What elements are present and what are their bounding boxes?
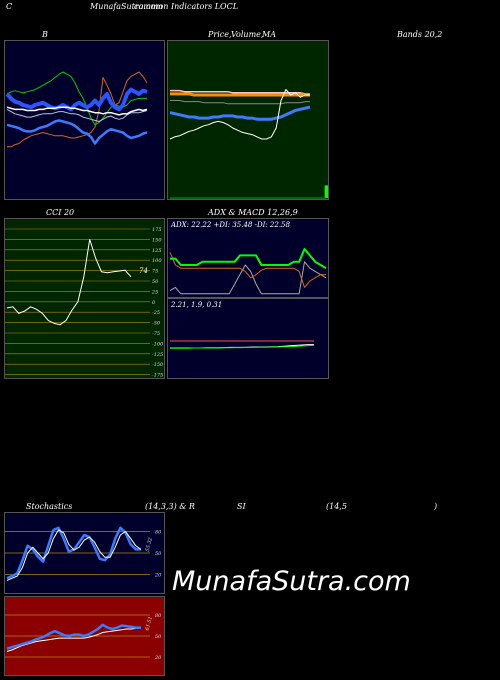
cci-last-label: 74	[139, 267, 148, 275]
rsi-tick-label: 50	[155, 634, 162, 640]
cci-tick-label: 75	[152, 269, 158, 275]
cci-tick-label: 175	[152, 227, 162, 233]
price-series-2	[169, 105, 311, 121]
cci-tick-label: 50	[152, 279, 159, 285]
cci-tick-label: 125	[152, 248, 162, 254]
stochastics-panel: 80 50 20 55.32	[4, 512, 165, 594]
macd-readout: 2.21, 1.9, 0.31	[170, 301, 222, 309]
bollinger-chart	[5, 71, 148, 148]
price-ma-chart	[169, 89, 328, 199]
price-series-1	[169, 89, 310, 140]
cci-tick-label: 100	[152, 258, 162, 264]
adx-readout: ADX: 22.22 +DI: 35.48 -DI: 22.58	[170, 221, 291, 229]
adx-series-3	[169, 261, 327, 295]
label-paren: )	[434, 502, 438, 511]
label-ma: MA	[262, 30, 276, 39]
rsi-line	[6, 623, 141, 650]
label-cci: CCI 20	[46, 208, 75, 217]
stoch-last-label: 55.32	[145, 537, 155, 552]
bollinger-series-3	[6, 108, 148, 122]
site-title: MunafaSutra.com	[90, 2, 163, 11]
adx-series-2	[169, 252, 326, 288]
rsi-signal-line	[6, 627, 141, 652]
rsi-tick-label: 20	[154, 655, 162, 661]
price-ma-panel	[167, 40, 329, 200]
macd-chart: 2.21, 1.9, 0.31	[170, 301, 315, 349]
stochastics-chart: 80 50 20 55.32	[5, 526, 162, 581]
cci-tick-label: -150	[152, 362, 164, 368]
cci-tick-label: 150	[152, 237, 162, 243]
volume-bar	[324, 185, 328, 198]
cci-tick-label: -100	[152, 341, 164, 347]
chart-subtitle: common Indicators LOCL	[134, 2, 239, 11]
bollinger-panel	[4, 40, 165, 200]
bollinger-series-2	[6, 119, 148, 145]
rsi-chart: 80 50 20 61.51	[5, 613, 162, 661]
stoch-tick-label: 80	[155, 529, 162, 535]
price-series-3	[170, 100, 310, 105]
rsi-panel: 80 50 20 61.51	[4, 596, 165, 676]
stoch-tick-label: 20	[154, 573, 162, 579]
label-stochastics: Stochastics	[26, 502, 73, 511]
adx-chart: ADX: 22.22 +DI: 35.48 -DI: 22.58	[169, 221, 327, 295]
adx-series-1	[170, 248, 327, 270]
label-si: SI	[237, 502, 246, 511]
cci-tick-label: -25	[152, 310, 160, 316]
label-stoch-params: (14,3,3) & R	[145, 502, 195, 511]
cci-tick-label: -50	[152, 321, 161, 327]
cci-tick-label: -125	[152, 352, 163, 358]
label-b: B	[42, 30, 48, 39]
label-price: Price,	[208, 30, 232, 39]
label-volume: Volume,	[231, 30, 264, 39]
header-left-char: C	[6, 2, 13, 11]
cci-tick-label: 25	[151, 289, 158, 295]
cci-tick-label: 0	[152, 300, 156, 306]
price-series-4	[170, 92, 310, 97]
bollinger-series-4	[6, 106, 148, 116]
stoch-tick-label: 50	[155, 551, 162, 557]
macd-panel: 2.21, 1.9, 0.31	[167, 298, 329, 379]
bollinger-series-6	[7, 71, 148, 148]
stoch-d-line	[6, 529, 142, 581]
watermark: MunafaSutra.com	[172, 566, 411, 597]
macd-signal-line	[170, 344, 315, 349]
rsi-last-label: 61.51	[145, 616, 155, 631]
cci-tick-label: -75	[152, 331, 160, 337]
cci-chart: 175 150 125 100 75 50 25 0 -25 -50 -75 -100 -125 -150…	[5, 227, 164, 378]
label-bands: Bands 20,2	[397, 30, 443, 39]
cci-panel: 175 150 125 100 75 50 25 0 -25 -50 -75 -100 -125 -150…	[4, 218, 165, 379]
price-series-5	[170, 89, 310, 95]
label-rsi-params: (14,5	[326, 502, 347, 511]
cci-line	[6, 239, 132, 326]
adx-panel: ADX: 22.22 +DI: 35.48 -DI: 22.58	[167, 218, 329, 298]
label-adx-macd: ADX & MACD 12,26,9	[208, 208, 298, 217]
bollinger-series-1	[5, 87, 148, 112]
rsi-tick-label: 80	[155, 613, 162, 619]
cci-tick-label: -175	[152, 373, 163, 378]
